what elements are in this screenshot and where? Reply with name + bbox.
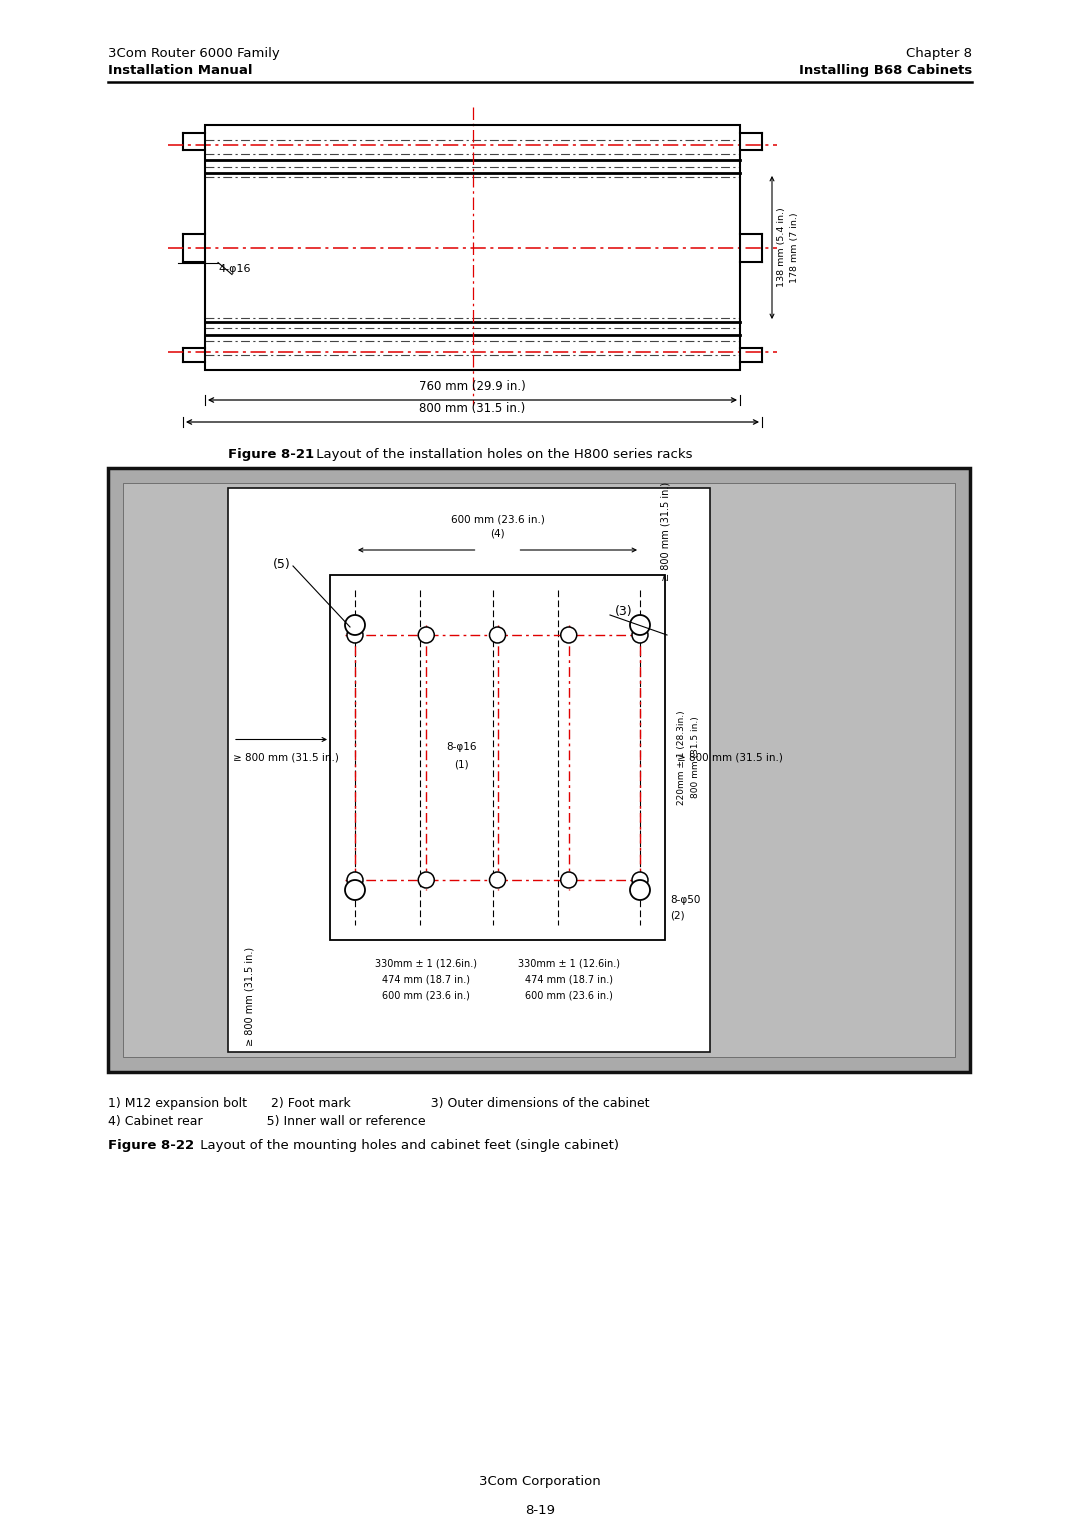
Circle shape bbox=[632, 628, 648, 643]
Text: ≥ 800 mm (31.5 in.): ≥ 800 mm (31.5 in.) bbox=[245, 947, 255, 1046]
Text: Installation Manual: Installation Manual bbox=[108, 64, 253, 76]
Text: 760 mm (29.9 in.): 760 mm (29.9 in.) bbox=[419, 380, 526, 392]
Text: ≥ 800 mm (31.5 in.): ≥ 800 mm (31.5 in.) bbox=[677, 753, 783, 762]
Text: Layout of the mounting holes and cabinet feet (single cabinet): Layout of the mounting holes and cabinet… bbox=[195, 1139, 619, 1151]
Text: (4): (4) bbox=[490, 528, 504, 538]
Text: 330mm ± 1 (12.6in.): 330mm ± 1 (12.6in.) bbox=[375, 957, 477, 968]
Text: 138 mm (5.4 in.): 138 mm (5.4 in.) bbox=[777, 208, 786, 287]
Bar bbox=[205, 125, 740, 370]
Text: Layout of the installation holes on the H800 series racks: Layout of the installation holes on the … bbox=[312, 447, 692, 461]
Text: 178 mm (7 in.): 178 mm (7 in.) bbox=[789, 212, 799, 282]
Circle shape bbox=[489, 872, 505, 889]
Text: (3): (3) bbox=[615, 605, 633, 618]
Circle shape bbox=[561, 872, 577, 889]
Circle shape bbox=[345, 615, 365, 635]
Circle shape bbox=[418, 872, 434, 889]
Text: 8-φ50: 8-φ50 bbox=[670, 895, 700, 906]
Circle shape bbox=[418, 628, 434, 643]
Text: 474 mm (18.7 in.): 474 mm (18.7 in.) bbox=[525, 974, 612, 983]
Text: (5): (5) bbox=[273, 557, 291, 571]
Text: 8-19: 8-19 bbox=[525, 1504, 555, 1516]
Text: 600 mm (23.6 in.): 600 mm (23.6 in.) bbox=[525, 989, 612, 1000]
Bar bbox=[123, 483, 955, 1057]
Circle shape bbox=[630, 615, 650, 635]
Circle shape bbox=[630, 880, 650, 899]
Text: 3Com Router 6000 Family: 3Com Router 6000 Family bbox=[108, 47, 280, 60]
Text: (2): (2) bbox=[670, 910, 685, 919]
Text: 800 mm (31.5 in.): 800 mm (31.5 in.) bbox=[419, 402, 526, 415]
Text: 4) Cabinet rear                5) Inner wall or reference: 4) Cabinet rear 5) Inner wall or referen… bbox=[108, 1115, 426, 1128]
Circle shape bbox=[347, 872, 363, 889]
Bar bbox=[108, 467, 970, 1072]
Text: (1): (1) bbox=[455, 759, 469, 770]
Circle shape bbox=[347, 628, 363, 643]
Bar bbox=[228, 489, 710, 1052]
Text: Installing B68 Cabinets: Installing B68 Cabinets bbox=[799, 64, 972, 76]
Text: Figure 8-22: Figure 8-22 bbox=[108, 1139, 194, 1151]
Text: ≥ 800 mm (31.5 in.): ≥ 800 mm (31.5 in.) bbox=[233, 753, 339, 762]
Text: Chapter 8: Chapter 8 bbox=[906, 47, 972, 60]
Circle shape bbox=[489, 628, 505, 643]
Text: 600 mm (23.6 in.): 600 mm (23.6 in.) bbox=[382, 989, 470, 1000]
Text: ≥ 800 mm (31.5 in.): ≥ 800 mm (31.5 in.) bbox=[660, 483, 670, 582]
Circle shape bbox=[632, 872, 648, 889]
Circle shape bbox=[345, 880, 365, 899]
Text: 3Com Corporation: 3Com Corporation bbox=[480, 1475, 600, 1487]
Bar bbox=[330, 576, 665, 941]
Text: 474 mm (18.7 in.): 474 mm (18.7 in.) bbox=[382, 974, 470, 983]
Text: 220mm ± 1 (28.3in.): 220mm ± 1 (28.3in.) bbox=[677, 710, 686, 805]
Text: 600 mm (23.6 in.): 600 mm (23.6 in.) bbox=[450, 515, 544, 525]
Text: 330mm ± 1 (12.6in.): 330mm ± 1 (12.6in.) bbox=[517, 957, 620, 968]
Text: 1) M12 expansion bolt      2) Foot mark                    3) Outer dimensions o: 1) M12 expansion bolt 2) Foot mark 3) Ou… bbox=[108, 1096, 649, 1110]
Text: 8-φ16: 8-φ16 bbox=[447, 742, 477, 753]
Text: Figure 8-21: Figure 8-21 bbox=[228, 447, 314, 461]
Text: 800 mm (31.5 in.): 800 mm (31.5 in.) bbox=[691, 716, 700, 799]
Text: 4-φ16: 4-φ16 bbox=[218, 264, 251, 275]
Circle shape bbox=[561, 628, 577, 643]
